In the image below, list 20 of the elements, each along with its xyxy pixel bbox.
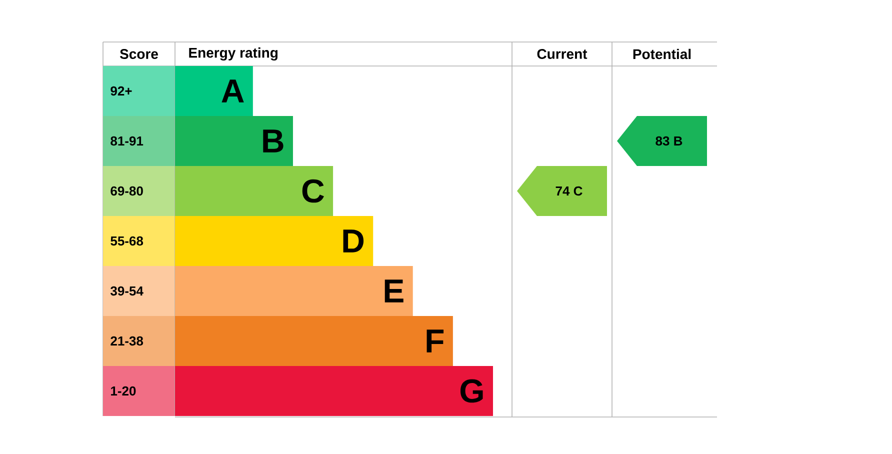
y-tick-label: 81-91 <box>110 136 144 146</box>
annotation: G <box>460 379 483 403</box>
text: 74 C <box>556 186 582 196</box>
text: Current <box>537 49 588 59</box>
annotation: A <box>222 80 244 102</box>
y-axis-title: Score <box>120 49 158 59</box>
annotation: C <box>302 179 324 203</box>
y-tick-label: 1-20 <box>111 386 136 396</box>
annotation: E <box>384 280 404 302</box>
text: Potential <box>633 48 691 60</box>
annotation: F <box>426 330 444 352</box>
y-tick-label: 92+ <box>110 86 132 96</box>
text: 83 B <box>656 136 682 146</box>
y-tick-label: 39-54 <box>110 286 144 296</box>
y-tick-label: 55-68 <box>110 236 144 246</box>
x-axis-title: Energy rating <box>189 47 278 61</box>
y-tick-label: 69-80 <box>110 186 143 196</box>
annotation: D <box>343 230 364 252</box>
annotation: B <box>263 130 284 152</box>
y-tick-label: 21-38 <box>110 336 144 346</box>
